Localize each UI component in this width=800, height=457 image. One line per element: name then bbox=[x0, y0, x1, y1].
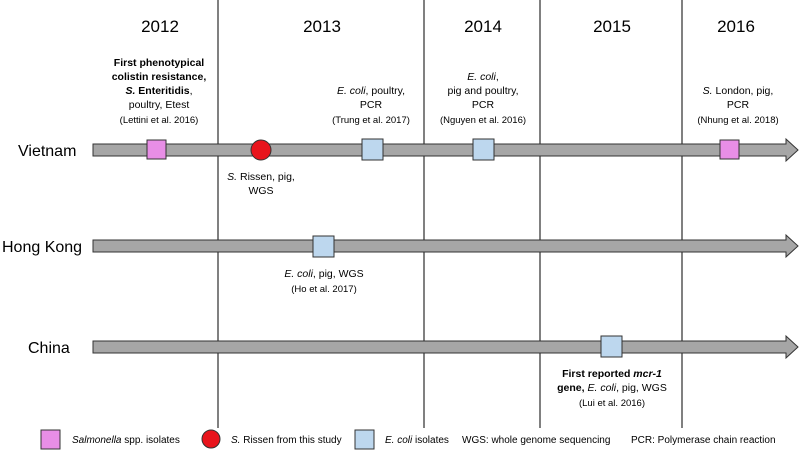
timeline-arrows bbox=[92, 137, 799, 360]
annotation-vietnam-2016: S. London, pig, PCR (Nhung et al. 2018) bbox=[697, 85, 778, 126]
annotation-vn2012-cite: (Lettini et al. 2016) bbox=[120, 115, 199, 126]
legend-salmonella-label: Salmonella spp. isolates bbox=[72, 435, 180, 446]
year-label-2014: 2014 bbox=[464, 17, 502, 36]
annotation-vn2014-line1: E. coli, bbox=[467, 71, 499, 83]
annotation-rissen-line2: WGS bbox=[248, 185, 273, 197]
timeline-arrow-vietnam bbox=[92, 137, 799, 163]
annotation-vn2012-line4: poultry, Etest bbox=[129, 99, 190, 111]
legend-rissen-label: S. Rissen from this study bbox=[231, 435, 342, 446]
year-label-2012: 2012 bbox=[141, 17, 179, 36]
annotation-hk-line1: E. coli, pig, WGS bbox=[284, 268, 363, 280]
marker-rissen-2013 bbox=[250, 139, 272, 161]
annotation-vn2012-line1: First phenotypical bbox=[114, 57, 205, 69]
year-headers: 2012 2013 2014 2015 2016 bbox=[141, 17, 755, 36]
country-label-hong-kong: Hong Kong bbox=[2, 239, 82, 256]
year-label-2016: 2016 bbox=[717, 17, 755, 36]
marker-salmonella-2016 bbox=[719, 139, 740, 160]
marker-ecoli-hong-kong bbox=[312, 235, 335, 258]
marker-ecoli-2013 bbox=[361, 138, 384, 161]
country-labels: Vietnam Hong Kong China bbox=[2, 143, 82, 357]
annotation-hk-cite: (Ho et al. 2017) bbox=[291, 284, 356, 295]
annotation-vn2012-line2: colistin resistance, bbox=[112, 71, 207, 83]
annotation-vietnam-2013-ecoli: E. coli, poultry, PCR (Trung et al. 2017… bbox=[332, 85, 410, 126]
annotation-vn2016-line2: PCR bbox=[727, 99, 750, 111]
year-label-2015: 2015 bbox=[593, 17, 631, 36]
legend-salmonella-swatch bbox=[40, 429, 61, 450]
annotation-cn-line2: gene, E. coli, pig, WGS bbox=[557, 382, 667, 394]
legend-wgs-note: WGS: whole genome sequencing bbox=[462, 435, 610, 446]
annotation-vn2016-line1: S. London, pig, bbox=[703, 85, 774, 97]
timeline-arrow-china bbox=[92, 334, 799, 360]
annotation-vietnam-2014: E. coli, pig and poultry, PCR (Nguyen et… bbox=[440, 71, 526, 126]
marker-salmonella-2012 bbox=[146, 139, 167, 160]
country-label-vietnam: Vietnam bbox=[18, 143, 76, 160]
annotation-vn2014-line2: pig and poultry, bbox=[447, 85, 518, 97]
annotation-vietnam-2012: First phenotypical colistin resistance, … bbox=[112, 57, 207, 126]
annotation-rissen-line1: S. Rissen, pig, bbox=[227, 171, 295, 183]
annotation-china: First reported mcr-1 gene, E. coli, pig,… bbox=[557, 368, 667, 409]
markers bbox=[146, 138, 740, 358]
timeline-arrow-hong-kong bbox=[92, 233, 799, 259]
annotation-vn2012-line3: S. Enteritidis, bbox=[125, 85, 192, 97]
annotation-vn2013-line1: E. coli, poultry, bbox=[337, 85, 405, 97]
marker-ecoli-2014 bbox=[472, 138, 495, 161]
country-label-china: China bbox=[28, 340, 70, 357]
annotation-cn-line1: First reported mcr-1 bbox=[562, 368, 662, 380]
annotation-vn2014-cite: (Nguyen et al. 2016) bbox=[440, 115, 526, 126]
annotation-hong-kong: E. coli, pig, WGS (Ho et al. 2017) bbox=[284, 268, 363, 295]
annotation-cn-cite: (Lui et al. 2016) bbox=[579, 398, 645, 409]
annotation-vn2013-cite: (Trung et al. 2017) bbox=[332, 115, 410, 126]
marker-ecoli-china bbox=[600, 335, 623, 358]
annotation-vn2016-cite: (Nhung et al. 2018) bbox=[697, 115, 778, 126]
legend-rissen-swatch bbox=[201, 429, 221, 449]
legend-ecoli-label: E. coli isolates bbox=[385, 435, 449, 446]
legend-ecoli-swatch bbox=[354, 429, 375, 450]
year-dividers bbox=[217, 0, 683, 428]
annotation-vn2013-line2: PCR bbox=[360, 99, 383, 111]
annotation-vietnam-rissen: S. Rissen, pig, WGS bbox=[227, 171, 295, 197]
legend-pcr-note: PCR: Polymerase chain reaction bbox=[631, 435, 776, 446]
year-label-2013: 2013 bbox=[303, 17, 341, 36]
legend: Salmonella spp. isolates S. Rissen from … bbox=[40, 429, 776, 450]
annotation-vn2014-line3: PCR bbox=[472, 99, 495, 111]
